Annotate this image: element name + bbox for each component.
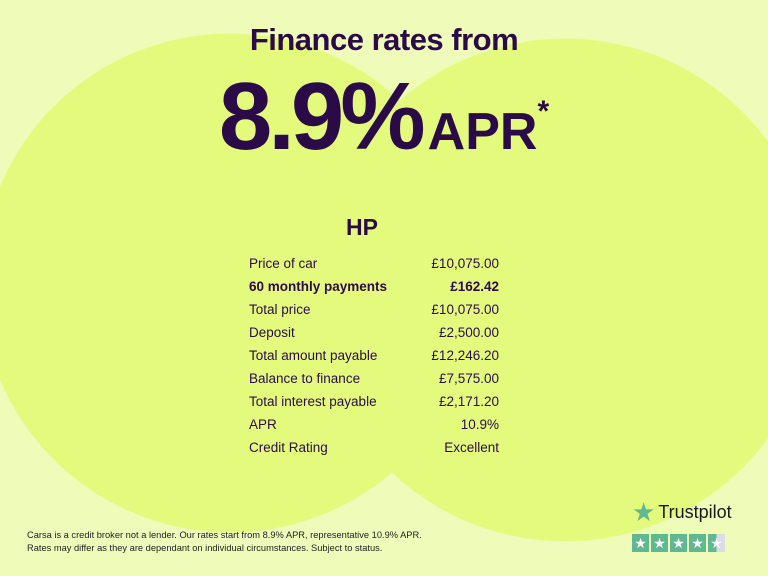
row-value: £162.42 (450, 279, 499, 294)
disclaimer-line: Carsa is a credit broker not a lender. O… (27, 530, 422, 540)
row-value: £12,246.20 (431, 348, 499, 363)
trustpilot-rating: ★ ★ ★ ★ ★ (632, 534, 742, 552)
row-label: Total amount payable (249, 348, 378, 363)
table-row: Total interest payable £2,171.20 (249, 392, 499, 415)
disclaimer-line: Rates may differ as they are dependant o… (27, 543, 383, 553)
table-row: Deposit £2,500.00 (249, 323, 499, 346)
table-row: 60 monthly payments £162.42 (249, 277, 499, 300)
row-value: 10.9% (460, 417, 499, 432)
row-label: Total price (249, 302, 311, 317)
row-label: 60 monthly payments (249, 279, 388, 294)
rate-display: 8.9% APR* (0, 62, 768, 172)
rating-star-icon: ★ (632, 534, 649, 552)
row-value: Excellent (444, 440, 499, 455)
row-label: Price of car (249, 256, 318, 271)
table-row: APR 10.9% (249, 415, 499, 438)
row-value: £2,500.00 (438, 325, 499, 340)
rating-star-icon: ★ (708, 534, 725, 552)
table-row: Credit Rating Excellent (249, 438, 499, 461)
rate-asterisk: * (537, 95, 550, 128)
finance-type: HP (346, 214, 378, 240)
row-label: Credit Rating (249, 440, 328, 455)
table-row: Total price £10,075.00 (249, 300, 499, 323)
rate-value: 8.9% (218, 63, 426, 170)
row-label: APR (249, 417, 277, 432)
row-label: Balance to finance (249, 371, 361, 386)
row-label: Deposit (249, 325, 295, 340)
headline: Finance rates from (249, 22, 519, 57)
rating-star-icon: ★ (670, 534, 687, 552)
row-value: £10,075.00 (431, 302, 499, 317)
row-value: £10,075.00 (431, 256, 499, 271)
table-row: Price of car £10,075.00 (249, 254, 499, 277)
rating-star-icon: ★ (689, 534, 706, 552)
table-row: Balance to finance £7,575.00 (249, 369, 499, 392)
finance-table: Price of car £10,075.00 60 monthly payment… (249, 254, 499, 461)
trustpilot-name: Trustpilot (658, 502, 732, 522)
rate-unit: APR (427, 103, 538, 161)
trustpilot-badge: ★ Trustpilot ★ ★ ★ ★ ★ (632, 497, 742, 552)
row-value: £2,171.20 (438, 394, 499, 409)
disclaimer: Carsa is a credit broker not a lender. O… (27, 529, 447, 555)
trustpilot-star-icon: ★ (632, 497, 656, 527)
row-value: £7,575.00 (438, 371, 499, 386)
table-row: Total amount payable £12,246.20 (249, 346, 499, 369)
rating-star-icon: ★ (651, 534, 668, 552)
row-label: Total interest payable (249, 394, 377, 409)
